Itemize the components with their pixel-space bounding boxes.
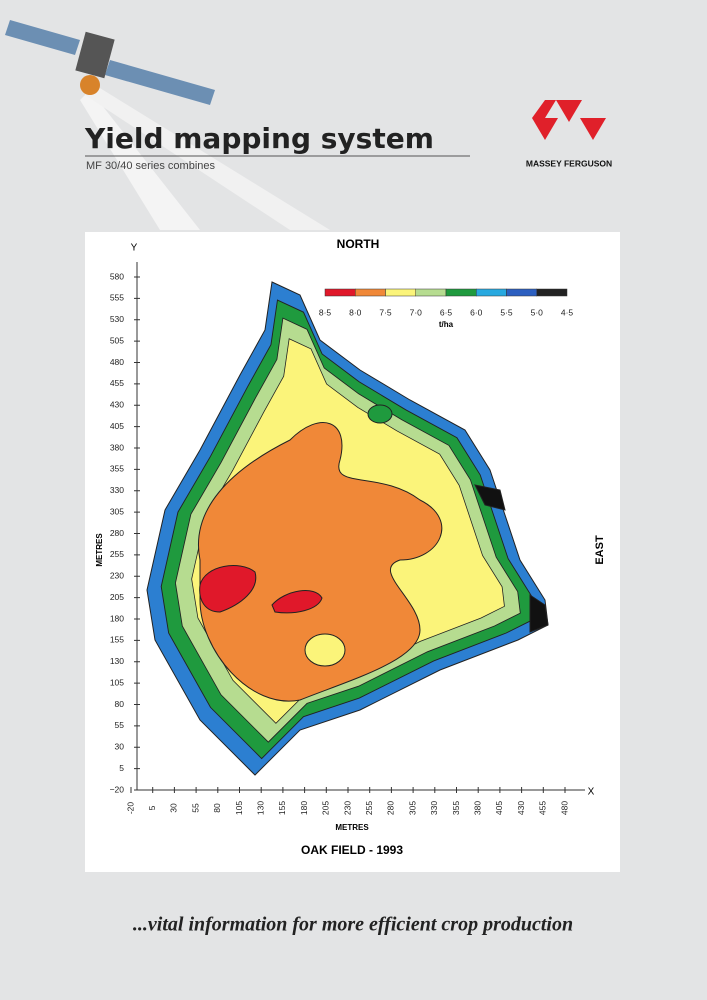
legend-swatch xyxy=(536,288,568,297)
logo-triangle xyxy=(532,118,558,140)
y-tick-label: 380 xyxy=(110,442,124,452)
zone-4-5 xyxy=(529,594,549,633)
x-tick-label: 30 xyxy=(169,803,179,813)
x-tick-label: 480 xyxy=(559,801,569,815)
beam xyxy=(85,85,330,230)
logo-triangle xyxy=(532,100,556,118)
x-tick-label: 155 xyxy=(277,801,287,815)
x-tick-label: 5 xyxy=(147,805,157,810)
zone-8-5 xyxy=(271,590,323,614)
y-tick-label: 230 xyxy=(110,571,124,581)
legend-swatch xyxy=(324,288,356,297)
y-tick-label: 480 xyxy=(110,357,124,367)
y-tick-label: 155 xyxy=(110,635,124,645)
y-tick-label: 430 xyxy=(110,400,124,410)
x-tick-label: 355 xyxy=(451,801,461,815)
legend-label: 5·0 xyxy=(531,307,544,317)
x-tick-label: 430 xyxy=(516,801,526,815)
brand: MASSEY FERGUSON xyxy=(526,158,612,168)
x-tick-label: 330 xyxy=(429,801,439,815)
y-tick-label: 530 xyxy=(110,314,124,324)
y-tick-label: −20 xyxy=(110,784,125,794)
y-tick-label: 355 xyxy=(110,464,124,474)
y-tick-label: 5 xyxy=(119,763,124,773)
y-tick-label: 505 xyxy=(110,335,124,345)
legend: 8·5 8·0 7·5 7·0 6·5 6·0 5·5 5·0 4·5 t/ha xyxy=(319,288,574,329)
north-label: NORTH xyxy=(337,237,380,251)
y-tick-label: 280 xyxy=(110,528,124,538)
legend-swatch xyxy=(415,288,447,297)
x-tick-label: 405 xyxy=(494,801,504,815)
x-tick-label: 305 xyxy=(407,801,417,815)
y-tick-label: 330 xyxy=(110,485,124,495)
x-tick-label: 105 xyxy=(234,801,244,815)
legend-swatch xyxy=(355,288,386,297)
x-tick-label: 55 xyxy=(190,803,200,813)
legend-swatch xyxy=(385,288,416,297)
legend-label: 7·0 xyxy=(410,307,423,317)
solar-panel xyxy=(5,20,80,55)
legend-swatch xyxy=(445,288,477,297)
zone-8-0 xyxy=(198,422,443,702)
satellite-dish xyxy=(80,75,100,95)
x-tick-label: 205 xyxy=(321,801,331,815)
x-tick-label: 180 xyxy=(299,801,309,815)
yield-map xyxy=(146,281,549,776)
y-tick-label: 455 xyxy=(110,378,124,388)
x-tick-label: 230 xyxy=(342,801,352,815)
x-tick-label: 80 xyxy=(212,803,222,813)
y-axis-title: METRES xyxy=(95,533,104,567)
legend-swatch xyxy=(506,288,537,297)
y-tick-label: 105 xyxy=(110,677,124,687)
y-tick-label: 130 xyxy=(110,656,124,666)
east-label: EAST xyxy=(594,535,606,565)
logo xyxy=(532,100,606,140)
zone-4-5 xyxy=(474,484,506,511)
legend-label: 6·0 xyxy=(470,307,483,317)
y-tick-label: 255 xyxy=(110,549,124,559)
y-tick-label: 205 xyxy=(110,592,124,602)
y-axis-letter: Y xyxy=(131,243,138,254)
x-tick-label: 130 xyxy=(255,801,265,815)
y-ticks: 5805555305054804554304053803553303052802… xyxy=(110,271,140,794)
x-tick-label: 455 xyxy=(538,801,548,815)
x-tick-label: 280 xyxy=(386,801,396,815)
x-ticks: -20 5 30 55 80 105 130 155 180 205 230 255 280 305 330… xyxy=(125,787,569,815)
solar-panel xyxy=(105,60,215,105)
map-caption: OAK FIELD - 1993 xyxy=(301,843,403,857)
logo-triangle xyxy=(580,118,606,140)
y-tick-label: 55 xyxy=(115,720,125,730)
y-tick-label: 580 xyxy=(110,271,124,281)
y-tick-label: 180 xyxy=(110,613,124,623)
legend-label: 8·0 xyxy=(349,307,362,317)
y-tick-label: 405 xyxy=(110,421,124,431)
tagline: ...vital information for more efficient … xyxy=(133,914,573,936)
subtitle: MF 30/40 series combines xyxy=(86,160,215,172)
x-axis-title: METRES xyxy=(335,823,369,832)
legend-label: 4·5 xyxy=(561,307,574,317)
legend-label: 7·5 xyxy=(379,307,392,317)
x-axis-letter: X xyxy=(588,787,595,798)
y-tick-label: 555 xyxy=(110,293,124,303)
satellite-body xyxy=(75,31,115,79)
y-tick-label: 305 xyxy=(110,506,124,516)
zone-7-5 xyxy=(304,633,346,667)
y-tick-label: 80 xyxy=(115,699,125,709)
legend-label: 5·5 xyxy=(500,307,513,317)
zone-6-5 xyxy=(367,404,393,424)
satellite xyxy=(5,20,215,105)
logo-triangle xyxy=(556,100,582,122)
y-tick-label: 30 xyxy=(115,742,125,752)
legend-swatch xyxy=(476,288,507,297)
x-tick-label: -20 xyxy=(125,802,135,815)
x-tick-label: 255 xyxy=(364,801,374,815)
title: Yield mapping system xyxy=(84,122,434,155)
legend-label: 6·5 xyxy=(440,307,453,317)
legend-unit: t/ha xyxy=(439,320,454,329)
zone-8-5 xyxy=(199,565,257,613)
legend-label: 8·5 xyxy=(319,307,332,317)
x-tick-label: 380 xyxy=(472,801,482,815)
beam xyxy=(80,90,200,230)
